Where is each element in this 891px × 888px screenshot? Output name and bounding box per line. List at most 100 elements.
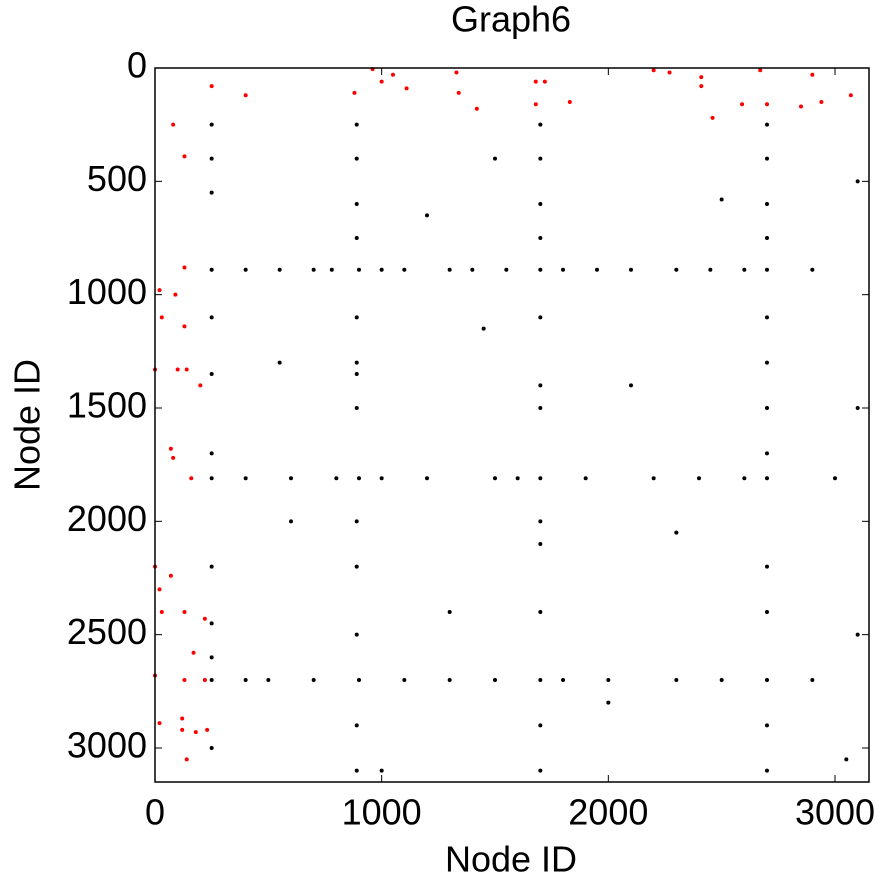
point	[354, 236, 359, 240]
point	[538, 519, 543, 524]
point	[447, 610, 452, 614]
point	[168, 573, 173, 578]
point	[710, 115, 715, 120]
point	[191, 650, 196, 655]
x-tick-label: 0	[145, 792, 165, 833]
point	[379, 79, 384, 84]
point	[740, 102, 745, 107]
point	[159, 315, 164, 320]
point	[533, 79, 538, 84]
point	[844, 757, 849, 762]
x-tick-label: 3000	[795, 792, 875, 833]
point	[171, 455, 176, 460]
point	[651, 476, 656, 481]
point	[538, 610, 543, 614]
point	[742, 267, 747, 272]
plot-area	[153, 67, 860, 773]
x-tick-label: 1000	[342, 792, 422, 833]
point	[810, 72, 815, 77]
point	[354, 632, 359, 637]
point	[209, 372, 214, 376]
point	[697, 476, 701, 481]
y-tick-label: 1000	[67, 271, 147, 312]
point	[182, 265, 187, 270]
point	[277, 360, 282, 365]
point	[855, 179, 860, 184]
point	[180, 727, 185, 732]
point	[833, 476, 837, 481]
point	[209, 122, 214, 127]
point	[765, 678, 769, 682]
point	[311, 267, 316, 272]
point	[799, 104, 803, 109]
point	[719, 197, 724, 202]
point	[538, 202, 543, 206]
point	[456, 90, 461, 95]
point	[758, 68, 763, 73]
point	[198, 383, 203, 388]
point	[402, 267, 407, 272]
point	[184, 757, 189, 762]
point	[168, 446, 173, 451]
point	[209, 451, 214, 456]
point	[855, 406, 860, 410]
point	[352, 90, 357, 95]
point	[202, 678, 207, 682]
point	[379, 476, 384, 481]
point	[209, 267, 214, 272]
point	[542, 79, 547, 84]
point	[699, 84, 704, 89]
point	[289, 476, 293, 481]
y-tick-label: 1500	[67, 385, 147, 426]
point	[205, 727, 210, 732]
point	[447, 678, 452, 682]
point	[855, 632, 860, 637]
point	[493, 476, 497, 481]
point	[538, 768, 543, 773]
point	[354, 360, 359, 365]
point	[243, 267, 248, 272]
point	[538, 406, 543, 410]
point	[538, 156, 543, 161]
point	[595, 267, 599, 272]
point	[243, 476, 248, 481]
point	[667, 70, 672, 75]
point	[354, 768, 359, 773]
point	[699, 75, 704, 80]
point	[209, 156, 214, 161]
point	[173, 292, 178, 297]
point	[402, 678, 407, 682]
point	[606, 678, 611, 682]
point	[765, 610, 769, 614]
point	[651, 68, 656, 73]
point	[538, 267, 543, 272]
point	[159, 610, 164, 614]
y-axis-label: Node ID	[7, 359, 48, 491]
point	[277, 267, 282, 272]
point	[184, 367, 189, 372]
point	[819, 100, 824, 104]
point	[182, 324, 187, 329]
point	[175, 367, 180, 372]
y-tick-label: 0	[127, 45, 147, 86]
point	[810, 267, 815, 272]
point	[209, 84, 214, 89]
point	[674, 530, 679, 535]
point	[425, 476, 429, 481]
point	[765, 451, 769, 456]
point	[182, 678, 187, 682]
axes-frame	[154, 67, 870, 783]
point	[765, 406, 769, 410]
point	[470, 267, 475, 272]
point	[765, 315, 769, 320]
point	[765, 156, 769, 161]
point	[354, 519, 359, 524]
point	[209, 476, 214, 481]
x-axis-label: Node ID	[445, 839, 577, 880]
point	[765, 122, 769, 127]
point	[354, 315, 359, 320]
point	[561, 267, 565, 272]
point	[567, 100, 572, 104]
point	[719, 678, 724, 682]
